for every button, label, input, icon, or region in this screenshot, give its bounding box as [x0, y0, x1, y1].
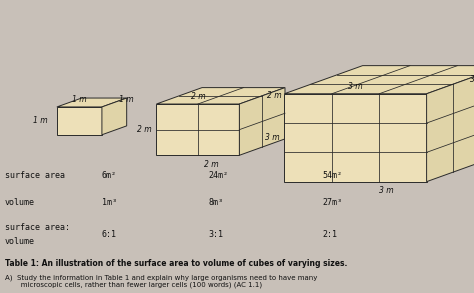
Text: 54m²: 54m² — [322, 171, 342, 180]
Text: 6m²: 6m² — [102, 171, 117, 180]
Polygon shape — [102, 98, 127, 135]
Text: 2 m: 2 m — [191, 92, 205, 101]
Polygon shape — [284, 94, 427, 182]
Text: 2 m: 2 m — [267, 91, 282, 100]
Text: volume: volume — [5, 198, 35, 207]
Text: 3 m: 3 m — [265, 133, 280, 142]
Text: A)  Study the information in Table 1 and explain why large organisms need to hav: A) Study the information in Table 1 and … — [5, 274, 317, 288]
Text: surface area: surface area — [5, 171, 65, 180]
Text: 3:1: 3:1 — [209, 230, 224, 239]
Text: Table 1: An illustration of the surface area to volume of cubes of varying sizes: Table 1: An illustration of the surface … — [5, 259, 347, 268]
Text: 2:1: 2:1 — [322, 230, 337, 239]
Polygon shape — [156, 104, 239, 155]
Text: 3 m: 3 m — [380, 186, 394, 195]
Text: 2 m: 2 m — [204, 160, 219, 169]
Text: volume: volume — [5, 237, 35, 246]
Text: surface area:: surface area: — [5, 223, 70, 231]
Polygon shape — [284, 66, 474, 94]
Text: 8m³: 8m³ — [209, 198, 224, 207]
Polygon shape — [239, 88, 285, 155]
Text: 1 m: 1 m — [72, 95, 87, 104]
Polygon shape — [57, 107, 102, 135]
Text: 3 m: 3 m — [348, 82, 363, 91]
Polygon shape — [57, 98, 127, 107]
Text: 2 m: 2 m — [137, 125, 152, 134]
Text: 1 m: 1 m — [119, 95, 134, 104]
Text: 27m³: 27m³ — [322, 198, 342, 207]
Polygon shape — [427, 66, 474, 182]
Polygon shape — [156, 88, 285, 104]
Text: 1m³: 1m³ — [102, 198, 117, 207]
Text: 3 m: 3 m — [470, 75, 474, 84]
Text: 6:1: 6:1 — [102, 230, 117, 239]
Text: 24m²: 24m² — [209, 171, 228, 180]
Text: 1 m: 1 m — [33, 116, 47, 125]
